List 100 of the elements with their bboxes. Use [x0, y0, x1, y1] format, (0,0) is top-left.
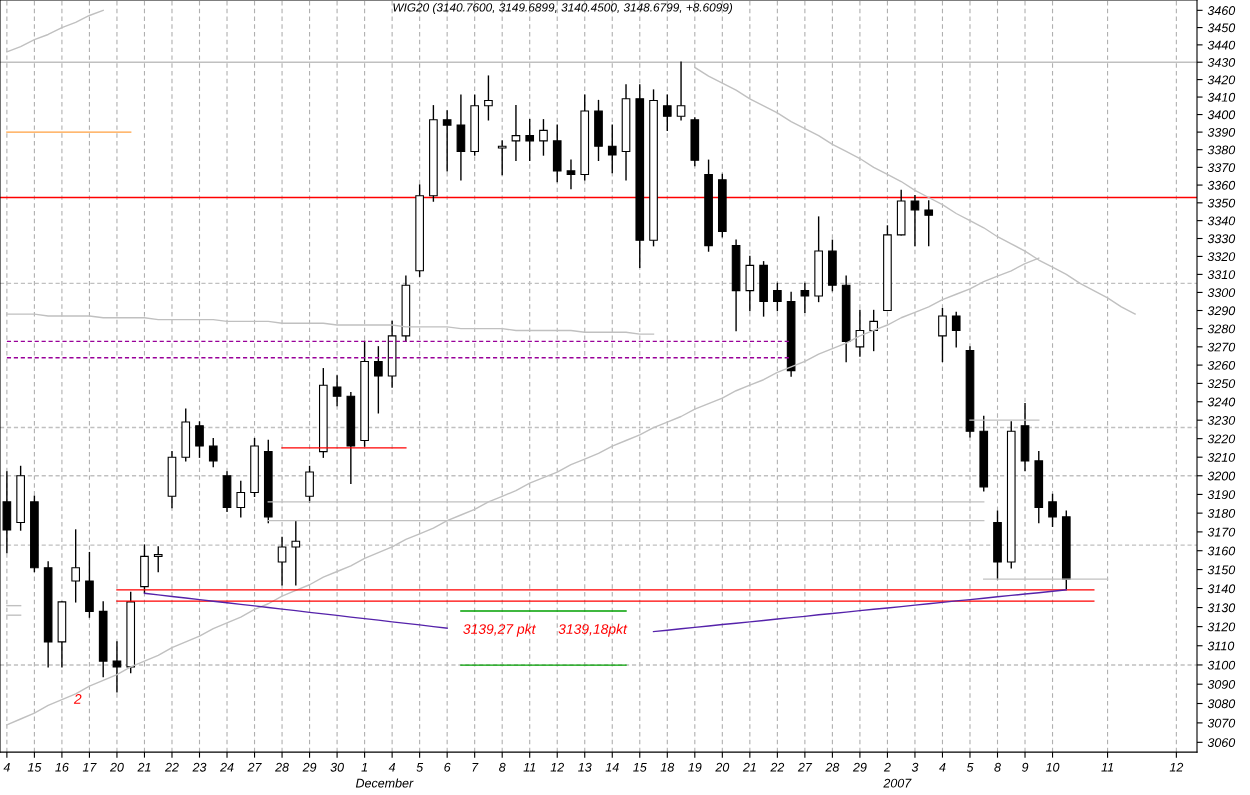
x-tick-label: 17: [82, 762, 97, 772]
candlestick: [291, 519, 301, 586]
x-tick-label: 11: [1101, 762, 1114, 772]
x-tick-label: 2: [883, 762, 891, 772]
candlestick: [938, 308, 947, 363]
x-tick-label: 20: [715, 762, 730, 772]
candlestick: [497, 140, 507, 176]
annotation: 2: [73, 694, 82, 704]
line-series: [143, 592, 448, 629]
x-tick-label: 21: [137, 762, 151, 772]
x-tick-label: 11: [523, 762, 536, 772]
x-tick-label: 10: [1045, 762, 1060, 772]
y-tick-label: 3130: [1207, 603, 1236, 613]
y-tick-label: 3140: [1207, 584, 1236, 594]
x-tick-label: 22: [770, 762, 785, 772]
text: December: [355, 778, 414, 788]
y-tick-label: 3430: [1207, 58, 1236, 67]
y-tick-label: 3230: [1207, 415, 1236, 425]
x-tick-label: 7: [472, 762, 479, 772]
x-tick-label: 3: [911, 762, 919, 772]
text: 2007: [883, 778, 912, 788]
y-tick-label: 3290: [1207, 306, 1236, 316]
y-tick-label: 3080: [1207, 699, 1236, 709]
annotation: 3139,27 pkt: [463, 623, 536, 637]
y-tick-label: 3350: [1207, 198, 1236, 208]
candlestick: [195, 421, 204, 458]
y-tick-label: 3410: [1207, 92, 1236, 102]
y-tick-label: 3340: [1207, 216, 1236, 226]
candlestick: [71, 529, 81, 603]
candlestick: [236, 480, 246, 518]
candlestick: [676, 61, 686, 121]
x-tick-label: 5: [416, 762, 424, 772]
x-tick-label: 4: [939, 762, 946, 772]
x-tick-label: 13: [578, 762, 592, 772]
candlestick: [855, 309, 865, 357]
candlestick: [208, 437, 218, 468]
x-tick-label: 14: [605, 762, 619, 772]
x-tick-label: 27: [247, 762, 262, 772]
candlestick: [566, 159, 576, 190]
y-tick-label: 3270: [1207, 342, 1236, 352]
candlestick: [484, 75, 493, 121]
y-tick-label: 3300: [1207, 288, 1236, 298]
candlestick: [277, 536, 287, 586]
x-tick-label: 16: [55, 762, 69, 772]
candlestick: [153, 546, 163, 573]
y-tick-label: 3170: [1207, 527, 1236, 537]
x-tick-label: 12: [550, 762, 564, 772]
candlestick: [800, 282, 810, 314]
candlestick: [112, 641, 122, 693]
y-tick-label: 3370: [1207, 163, 1236, 173]
y-tick-label: 3460: [1207, 6, 1236, 15]
y-tick-label: 3450: [1207, 23, 1236, 33]
x-tick-label: 1: [361, 762, 368, 772]
y-tick-label: 3250: [1207, 379, 1236, 389]
candlestick: [442, 110, 452, 172]
y-tick-label: 3100: [1207, 660, 1236, 670]
x-tick-label: 23: [192, 762, 207, 772]
candlestick: [525, 119, 535, 161]
y-tick-label: 3160: [1207, 546, 1236, 556]
x-tick-label: 24: [219, 762, 234, 772]
x-tick-label: 18: [660, 762, 675, 772]
x-tick-label: 27: [797, 762, 813, 772]
x-tick-label: 8: [994, 762, 1001, 772]
x-tick-label: 15: [633, 762, 647, 772]
y-tick-label: 3220: [1207, 434, 1236, 444]
y-tick-label: 3420: [1207, 75, 1236, 85]
candlestick: [773, 282, 782, 312]
line-series: [652, 589, 1067, 633]
candlestick: [951, 311, 961, 348]
x-tick-label: 21: [742, 762, 756, 772]
x-tick-label: 22: [164, 762, 179, 772]
x-tick-label: 12: [1169, 762, 1184, 772]
y-tick-label: 3110: [1207, 641, 1235, 651]
chart-title: WIG20 (3140.7600, 3149.6899, 3140.4500, 3148.6799, +8.6099): [393, 2, 733, 14]
candlestick: [539, 119, 548, 156]
y-tick-label: 3060: [1207, 738, 1236, 747]
x-tick-label: 30: [330, 762, 344, 772]
candlestick: [869, 309, 879, 352]
candlestick: [910, 195, 920, 247]
y-tick-label: 3390: [1207, 127, 1236, 137]
x-tick-label: 6: [444, 762, 451, 772]
candlestick: [607, 124, 617, 174]
y-tick-label: 3260: [1207, 360, 1236, 370]
candlestick: [924, 200, 934, 247]
y-tick-label: 3360: [1207, 180, 1236, 190]
y-tick-label: 3150: [1207, 565, 1236, 575]
y-tick-label: 3070: [1207, 718, 1236, 728]
x-tick-label: 15: [27, 762, 42, 772]
candlestick: [332, 375, 342, 407]
candlestick: [374, 346, 383, 414]
candlestick: [511, 105, 521, 161]
y-tick-label: 3120: [1207, 622, 1236, 632]
line-series: [6, 313, 655, 335]
x-tick-label: 8: [499, 762, 506, 772]
y-tick-label: 3280: [1207, 324, 1236, 334]
annotation: 3139,18pkt: [558, 623, 628, 637]
y-tick-label: 3200: [1207, 471, 1236, 481]
x-tick-label: 9: [1021, 762, 1029, 772]
y-tick-label: 3090: [1207, 680, 1236, 689]
x-tick-label: 28: [275, 762, 289, 772]
